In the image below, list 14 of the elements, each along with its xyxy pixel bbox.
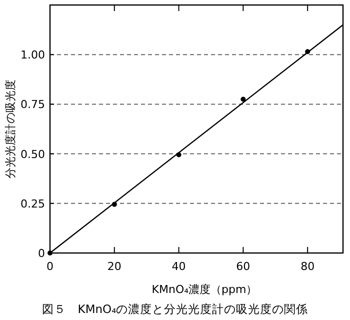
y-tick-label: 0.75 [20, 98, 45, 112]
y-tick-label: 1.00 [20, 48, 45, 62]
caption: 図５ KMnO₄の濃度と分光光度計の吸光度の関係 [42, 302, 308, 316]
point [240, 96, 246, 102]
y-axis-title: 分光光度計の吸光度 [4, 80, 17, 178]
y-tick-label: 0.25 [20, 197, 45, 210]
x-tick-label: 20 [107, 260, 122, 273]
y-tick-label: 0 [38, 247, 45, 260]
x-tick-label: 40 [172, 260, 186, 273]
x-tick-label: 60 [236, 260, 250, 273]
x-axis-title: KMnO₄濃度（ppm） [152, 283, 258, 296]
x-tick-label: 80 [300, 260, 315, 273]
y-tick-label: 0.50 [20, 148, 45, 161]
x-tick-label: 0 [46, 260, 54, 273]
